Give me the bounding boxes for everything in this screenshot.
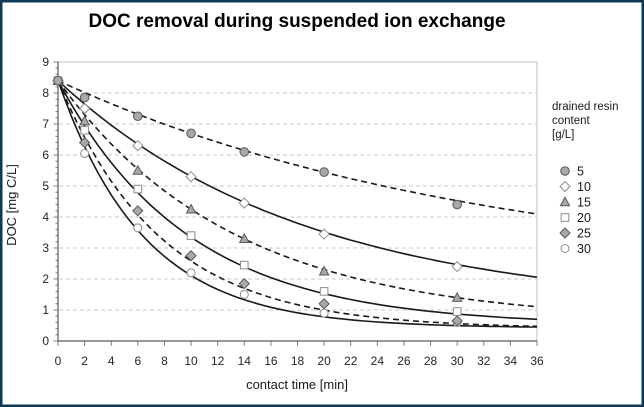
x-tick-label: 0 (55, 354, 62, 368)
data-point-30gL-t6 (133, 223, 143, 233)
data-point-20gL-t14 (239, 260, 249, 270)
x-tick-label: 32 (477, 354, 491, 368)
y-tick-label: 8 (42, 86, 49, 100)
x-tick-label: 8 (161, 354, 168, 368)
data-point-20gL-t30 (452, 307, 462, 316)
x-tick-label: 18 (291, 354, 305, 368)
x-tick-label: 24 (371, 354, 385, 368)
legend-marker-30gL (560, 244, 570, 253)
legend-label-25gL: 25 (577, 227, 591, 241)
data-point-30gL-t14 (239, 290, 249, 299)
data-point-15gL-t10 (185, 203, 197, 214)
x-tick-label: 16 (264, 354, 278, 368)
data-point-5gL-t20 (319, 167, 329, 177)
x-tick-label: 34 (504, 354, 518, 368)
y-tick-label: 2 (42, 272, 49, 286)
data-point-25gL-t14 (238, 277, 250, 290)
data-point-30gL-t10 (186, 268, 196, 278)
y-tick-label: 9 (42, 55, 49, 69)
data-point-10gL-t20 (318, 228, 330, 240)
data-point-5gL-t14 (239, 147, 250, 157)
data-point-10gL-t30 (451, 260, 463, 273)
legend-marker-15gL (559, 196, 571, 207)
data-point-25gL-t2 (78, 136, 91, 149)
x-tick-label: 20 (317, 354, 331, 368)
y-tick-label: 4 (42, 210, 49, 224)
legend-title-line-1: drained resin (552, 101, 618, 113)
data-point-5gL-t2 (79, 92, 90, 103)
data-point-25gL-t6 (132, 205, 144, 217)
chart-title: DOC removal during suspended ion exchang… (88, 11, 505, 32)
x-tick-label: 14 (238, 354, 252, 368)
y-tick-label: 7 (42, 117, 49, 131)
data-point-15gL-t14 (238, 232, 250, 243)
x-tick-label: 4 (108, 354, 115, 368)
data-point-20gL-t2 (80, 125, 89, 135)
data-point-20gL-t20 (319, 287, 329, 296)
data-point-30gL-t2 (80, 148, 90, 158)
data-point-10gL-t14 (238, 197, 250, 209)
x-axis-label: contact time [min] (246, 377, 348, 392)
x-tick-label: 36 (530, 354, 544, 368)
legend-title-line-2: content (552, 115, 591, 127)
data-point-10gL-t10 (185, 170, 197, 183)
y-tick-label: 3 (42, 241, 49, 255)
y-tick-label: 6 (42, 148, 49, 162)
trend-line-20gL (57, 80, 538, 321)
data-point-30gL-t20 (319, 308, 329, 318)
legend-marker-5gL (560, 166, 570, 176)
data-point-25gL-t20 (318, 298, 330, 310)
trend-line-30gL (57, 80, 537, 328)
legend-label-5gL: 5 (577, 165, 584, 179)
trend-line-5gL (57, 79, 538, 215)
legend-label-15gL: 15 (577, 196, 591, 210)
y-tick-label: 5 (42, 179, 49, 193)
x-tick-label: 12 (211, 354, 225, 368)
x-tick-label: 26 (397, 354, 411, 368)
x-tick-label: 22 (344, 354, 358, 368)
y-tick-label: 1 (42, 303, 49, 317)
legend-title-line-3: [g/L] (552, 129, 574, 141)
data-point-25gL-t10 (185, 250, 197, 262)
data-point-20gL-t10 (186, 231, 196, 240)
plot-area: 0 2 4 6 8 10 12 14 16 18 20 22 24 26 28 30 32 34 360123456… (42, 55, 544, 368)
data-point-5gL-t0 (53, 75, 63, 86)
data-point-5gL-t30 (452, 199, 462, 210)
x-tick-label: 6 (134, 354, 141, 368)
data-point-25gL-t30 (451, 315, 463, 327)
x-tick-label: 28 (424, 354, 438, 368)
data-point-10gL-t6 (132, 139, 144, 152)
legend-marker-20gL (560, 213, 570, 222)
data-point-10gL-t2 (78, 102, 91, 115)
x-tick-label: 2 (81, 354, 88, 368)
legend-marker-10gL (559, 180, 571, 193)
legend-marker-25gL (559, 227, 571, 239)
data-point-15gL-t6 (132, 164, 144, 175)
data-point-20gL-t6 (133, 184, 143, 194)
y-tick-label: 0 (42, 334, 49, 348)
y-axis-label: DOC [mg C/L] (4, 164, 19, 246)
data-point-15gL-t2 (79, 115, 91, 126)
legend-label-20gL: 20 (577, 211, 591, 225)
data-point-15gL-t30 (451, 291, 463, 302)
data-point-5gL-t6 (133, 111, 143, 122)
x-tick-label: 10 (184, 354, 198, 368)
data-point-5gL-t10 (186, 128, 196, 139)
trend-line-15gL (57, 80, 538, 308)
data-point-15gL-t20 (318, 265, 330, 276)
legend-label-30gL: 30 (577, 242, 591, 256)
trend-line-25gL (57, 80, 538, 328)
x-tick-label: 30 (450, 354, 464, 368)
legend-label-10gL: 10 (577, 180, 591, 194)
